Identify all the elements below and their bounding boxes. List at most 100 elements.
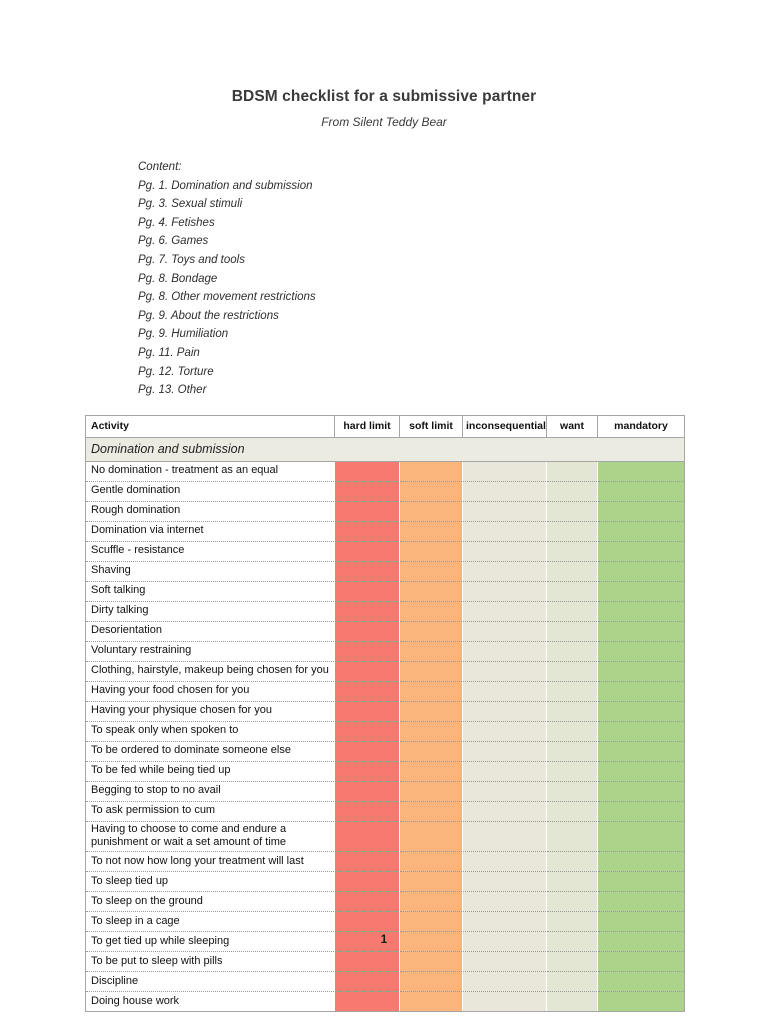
activity-cell: Rough domination bbox=[85, 501, 335, 522]
rating-cell-mandatory bbox=[597, 681, 685, 702]
rating-cell-inconsequential bbox=[462, 891, 547, 913]
rating-cell-hard-limit bbox=[334, 871, 400, 893]
table-row: Having your physique chosen for you bbox=[85, 701, 685, 722]
rating-cell-inconsequential bbox=[462, 801, 547, 822]
rating-cell-mandatory bbox=[597, 661, 685, 682]
rating-cell-hard-limit bbox=[334, 581, 400, 602]
rating-cell-soft-limit bbox=[399, 561, 463, 582]
rating-cell-hard-limit bbox=[334, 561, 400, 582]
column-header-inconsequential: inconsequential bbox=[462, 414, 547, 438]
rating-cell-inconsequential bbox=[462, 581, 547, 602]
rating-cell-mandatory bbox=[597, 951, 685, 973]
toc-item: Pg. 8. Bondage bbox=[138, 272, 218, 285]
rating-cell-hard-limit bbox=[334, 681, 400, 702]
rating-cell-inconsequential bbox=[462, 741, 547, 762]
toc-item: Pg. 3. Sexual stimuli bbox=[138, 198, 243, 211]
rating-cell-want bbox=[546, 521, 598, 542]
toc-item: Pg. 9. About the restrictions bbox=[138, 309, 279, 322]
table-row: Gentle domination bbox=[85, 481, 685, 502]
rating-cell-mandatory bbox=[597, 781, 685, 802]
rating-cell-mandatory bbox=[597, 541, 685, 562]
rating-cell-want bbox=[546, 661, 598, 682]
rating-cell-soft-limit bbox=[399, 821, 463, 853]
rating-cell-want bbox=[546, 951, 598, 973]
rating-cell-want bbox=[546, 821, 598, 853]
rating-cell-soft-limit bbox=[399, 681, 463, 702]
toc-item: Pg. 6. Games bbox=[138, 235, 209, 248]
rating-cell-hard-limit bbox=[334, 971, 400, 993]
toc-item: Pg. 4. Fetishes bbox=[138, 216, 215, 229]
rating-cell-hard-limit bbox=[334, 951, 400, 973]
rating-cell-inconsequential bbox=[462, 621, 547, 642]
rating-cell-soft-limit bbox=[399, 741, 463, 762]
rating-cell-soft-limit bbox=[399, 801, 463, 822]
rating-cell-soft-limit bbox=[399, 851, 463, 873]
rating-cell-soft-limit bbox=[399, 911, 463, 933]
toc-item: Pg. 8. Other movement restrictions bbox=[138, 291, 316, 304]
rating-cell-soft-limit bbox=[399, 541, 463, 562]
rating-cell-soft-limit bbox=[399, 761, 463, 782]
rating-cell-hard-limit bbox=[334, 641, 400, 662]
activity-cell: Desorientation bbox=[85, 621, 335, 642]
rating-cell-mandatory bbox=[597, 621, 685, 642]
rating-cell-mandatory bbox=[597, 501, 685, 522]
rating-cell-want bbox=[546, 501, 598, 522]
rating-cell-mandatory bbox=[597, 801, 685, 822]
rating-cell-want bbox=[546, 641, 598, 662]
rating-cell-soft-limit bbox=[399, 971, 463, 993]
rating-cell-mandatory bbox=[597, 891, 685, 913]
table-of-contents: Content: Pg. 1. Domination and submissio… bbox=[138, 158, 768, 400]
table-row: Dirty talking bbox=[85, 601, 685, 622]
rating-cell-want bbox=[546, 741, 598, 762]
rating-cell-mandatory bbox=[597, 911, 685, 933]
rating-cell-hard-limit bbox=[334, 661, 400, 682]
rating-cell-mandatory bbox=[597, 741, 685, 762]
activity-cell: Scuffle - resistance bbox=[85, 541, 335, 562]
page-subtitle: From Silent Teddy Bear bbox=[321, 115, 447, 129]
rating-cell-soft-limit bbox=[399, 661, 463, 682]
activity-cell: Discipline bbox=[85, 971, 335, 993]
rating-cell-soft-limit bbox=[399, 891, 463, 913]
rating-cell-inconsequential bbox=[462, 481, 547, 502]
table-row: Doing house work bbox=[85, 991, 685, 1013]
rating-cell-mandatory bbox=[597, 721, 685, 742]
rating-cell-mandatory bbox=[597, 761, 685, 782]
rating-cell-inconsequential bbox=[462, 821, 547, 853]
table-row: Domination via internet bbox=[85, 521, 685, 542]
toc-list: Pg. 1. Domination and submission Pg. 3. S… bbox=[138, 177, 768, 400]
rating-cell-hard-limit bbox=[334, 801, 400, 822]
page-number: 1 bbox=[380, 934, 388, 946]
rating-cell-mandatory bbox=[597, 931, 685, 953]
activity-cell: Having to choose to come and endure a pu… bbox=[85, 821, 335, 853]
rating-cell-mandatory bbox=[597, 481, 685, 502]
rating-cell-mandatory bbox=[597, 601, 685, 622]
rating-cell-soft-limit bbox=[399, 721, 463, 742]
rating-cell-hard-limit bbox=[334, 781, 400, 802]
rating-cell-soft-limit bbox=[399, 931, 463, 953]
activity-cell: To sleep tied up bbox=[85, 871, 335, 893]
activity-cell: Doing house work bbox=[85, 991, 335, 1013]
toc-heading: Content: bbox=[138, 161, 182, 173]
rating-cell-mandatory bbox=[597, 991, 685, 1013]
activity-cell: To be put to sleep with pills bbox=[85, 951, 335, 973]
activity-cell: Domination via internet bbox=[85, 521, 335, 542]
rating-cell-mandatory bbox=[597, 851, 685, 873]
table-row: Desorientation bbox=[85, 621, 685, 642]
rating-cell-hard-limit bbox=[334, 541, 400, 562]
rating-cell-hard-limit bbox=[334, 721, 400, 742]
column-header-mandatory: mandatory bbox=[597, 414, 685, 438]
rating-cell-hard-limit bbox=[334, 761, 400, 782]
table-row: Scuffle - resistance bbox=[85, 541, 685, 562]
rating-cell-inconsequential bbox=[462, 541, 547, 562]
rating-cell-want bbox=[546, 871, 598, 893]
rating-cell-inconsequential bbox=[462, 991, 547, 1013]
table-row: No domination - treatment as an equal bbox=[85, 461, 685, 482]
table-row: Voluntary restraining bbox=[85, 641, 685, 662]
rating-cell-mandatory bbox=[597, 971, 685, 993]
table-row: To be ordered to dominate someone else bbox=[85, 741, 685, 762]
toc-item: Pg. 9. Humiliation bbox=[138, 328, 229, 341]
rating-cell-inconsequential bbox=[462, 721, 547, 742]
table-row: Having your food chosen for you bbox=[85, 681, 685, 702]
rating-cell-inconsequential bbox=[462, 871, 547, 893]
rating-cell-want bbox=[546, 761, 598, 782]
